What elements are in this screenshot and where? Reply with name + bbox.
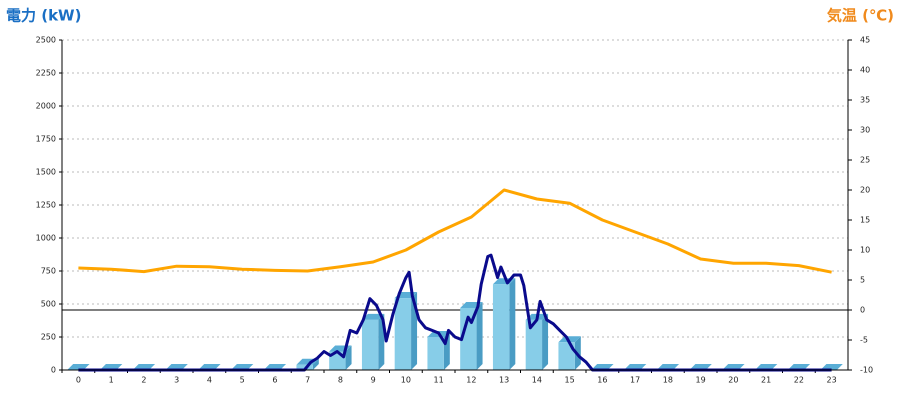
x-tick-label: 5	[240, 376, 245, 385]
y-axis-title: 電力 (kW)	[6, 7, 81, 25]
line	[78, 188, 832, 274]
x-tick-label: 13	[499, 376, 509, 385]
x-tick-label: 16	[597, 376, 607, 385]
y2-tick-label: 25	[860, 156, 870, 165]
x-tick-label: 18	[663, 376, 673, 385]
y2-tick-label: 30	[860, 126, 870, 135]
x-tick-label: 8	[338, 376, 343, 385]
y-tick-label: 1000	[36, 234, 56, 243]
x-tick-label: 11	[434, 376, 444, 385]
y-tick-label: 750	[41, 267, 56, 276]
x-tick-label: 22	[794, 376, 804, 385]
bar-face	[542, 313, 549, 370]
y-tick-label: 1750	[36, 135, 56, 144]
x-tick-label: 2	[141, 376, 146, 385]
bar	[361, 313, 385, 370]
bar-face	[476, 301, 483, 370]
x-tick-label: 14	[532, 376, 542, 385]
bar-face	[361, 319, 379, 370]
x-tick-label: 17	[630, 376, 640, 385]
y2-axis-title: 気温 (℃)	[827, 7, 894, 25]
y-tick-label: 0	[51, 366, 56, 375]
bar	[329, 345, 352, 370]
bar-face	[525, 319, 543, 370]
x-tick-label: 12	[466, 376, 476, 385]
x-tick-label: 10	[401, 376, 411, 385]
bar-face	[558, 336, 581, 343]
y-tick-label: 2250	[36, 69, 56, 78]
x-tick-label: 9	[371, 376, 376, 385]
bar-face	[312, 358, 319, 370]
y2-tick-label: 45	[860, 36, 870, 45]
x-tick-label: 15	[565, 376, 575, 385]
bar-face	[509, 278, 516, 370]
x-tick-label: 6	[272, 376, 277, 385]
y-tick-label: 1250	[36, 201, 56, 210]
x-tick-label: 21	[761, 376, 771, 385]
x-tick-label: 1	[109, 376, 114, 385]
bar-face	[361, 313, 385, 320]
y-tick-label: 2500	[36, 36, 56, 45]
x-tick-label: 7	[305, 376, 310, 385]
y-tick-label: 250	[41, 333, 56, 342]
y2-tick-label: 0	[860, 306, 865, 315]
bar	[492, 278, 516, 370]
x-tick-label: 3	[174, 376, 179, 385]
y2-tick-label: 35	[860, 96, 870, 105]
bar-face	[394, 298, 412, 370]
y2-tick-label: 5	[860, 276, 865, 285]
x-tick-label: 19	[696, 376, 706, 385]
y2-tick-label: 15	[860, 216, 870, 225]
y2-tick-label: 20	[860, 186, 870, 195]
y-tick-label: 1500	[36, 168, 56, 177]
line	[78, 253, 832, 372]
bar-face	[345, 345, 352, 370]
y2-tick-label: -10	[860, 366, 873, 375]
y2-tick-label: 40	[860, 66, 870, 75]
bar-face	[427, 337, 444, 370]
x-tick-label: 4	[207, 376, 212, 385]
bar-face	[492, 284, 510, 370]
y-tick-label: 500	[41, 300, 56, 309]
x-tick-label: 0	[76, 376, 81, 385]
y2-tick-label: 10	[860, 246, 870, 255]
x-tick-label: 23	[827, 376, 837, 385]
y2-tick-label: -5	[860, 336, 868, 345]
x-tick-label: 20	[728, 376, 738, 385]
bar-face	[296, 364, 313, 370]
y-tick-label: 2000	[36, 102, 56, 111]
bar-face	[558, 342, 575, 370]
